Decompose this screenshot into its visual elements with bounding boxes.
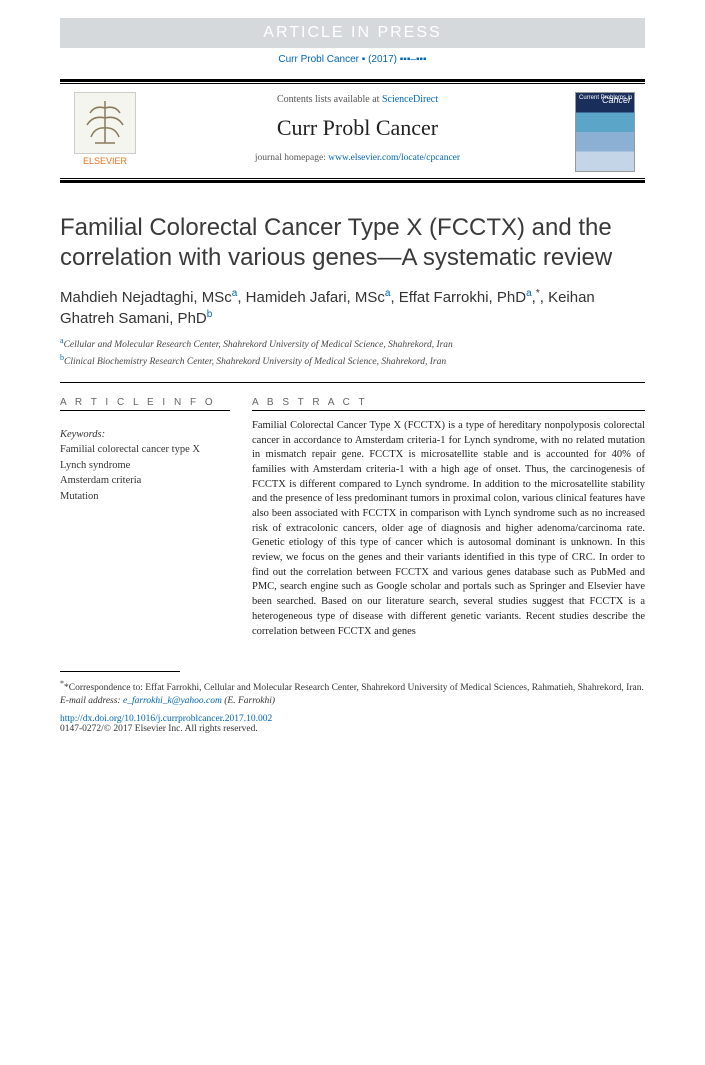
email-line: E-mail address: e_farrokhi_k@yahoo.com (… [60,696,645,706]
publisher-name: ELSEVIER [83,156,127,166]
section-divider [60,382,645,383]
keyword: Amsterdam criteria [60,473,230,489]
affiliation: bClinical Biochemistry Research Center, … [60,352,645,369]
journal-homepage-link[interactable]: www.elsevier.com/locate/cpcancer [328,153,460,163]
keyword: Lynch syndrome [60,458,230,474]
journal-header-box: ELSEVIER Contents lists available at Sci… [60,79,645,183]
sciencedirect-link[interactable]: ScienceDirect [382,94,438,105]
affiliation: aCellular and Molecular Research Center,… [60,335,645,352]
journal-cover-thumbnail: Current Problems in [575,92,635,172]
abstract-rule [252,410,645,411]
elsevier-tree-icon [75,93,135,153]
article-info-heading: A R T I C L E I N F O [60,397,230,408]
keywords-label: Keywords: [60,429,230,440]
article-title: Familial Colorectal Cancer Type X (FCCTX… [60,213,645,273]
copyright-line: 0147-0272/© 2017 Elsevier Inc. All right… [60,724,645,734]
journal-title: Curr Probl Cancer [140,115,575,141]
doi-link[interactable]: http://dx.doi.org/10.1016/j.currproblcan… [60,714,272,724]
doi-line: http://dx.doi.org/10.1016/j.currproblcan… [60,714,645,724]
article-info-rule [60,410,230,411]
article-in-press-banner: ARTICLE IN PRESS [60,18,645,48]
publisher-logo: ELSEVIER [70,92,140,166]
abstract-heading: A B S T R A C T [252,397,645,408]
journal-homepage-line: journal homepage: www.elsevier.com/locat… [140,153,575,163]
abstract-body: Familial Colorectal Cancer Type X (FCCTX… [252,419,645,639]
footnote-separator [60,671,180,672]
keyword: Mutation [60,489,230,505]
contents-list-line: Contents lists available at ScienceDirec… [140,94,575,105]
author: Effat Farrokhi, PhDa,* [399,289,540,306]
citation-line: Curr Probl Cancer ▪ (2017) ▪▪▪–▪▪▪ [0,48,705,79]
affiliations: aCellular and Molecular Research Center,… [60,335,645,370]
author: Hamideh Jafari, MSca [246,289,391,306]
correspondence-note: **Correspondence to: Effat Farrokhi, Cel… [60,678,645,695]
keywords-list: Familial colorectal cancer type XLynch s… [60,442,230,505]
keyword: Familial colorectal cancer type X [60,442,230,458]
author-list: Mahdieh Nejadtaghi, MSca, Hamideh Jafari… [60,287,645,329]
author: Mahdieh Nejadtaghi, MSca [60,289,237,306]
corresponding-email-link[interactable]: e_farrokhi_k@yahoo.com [123,696,222,706]
